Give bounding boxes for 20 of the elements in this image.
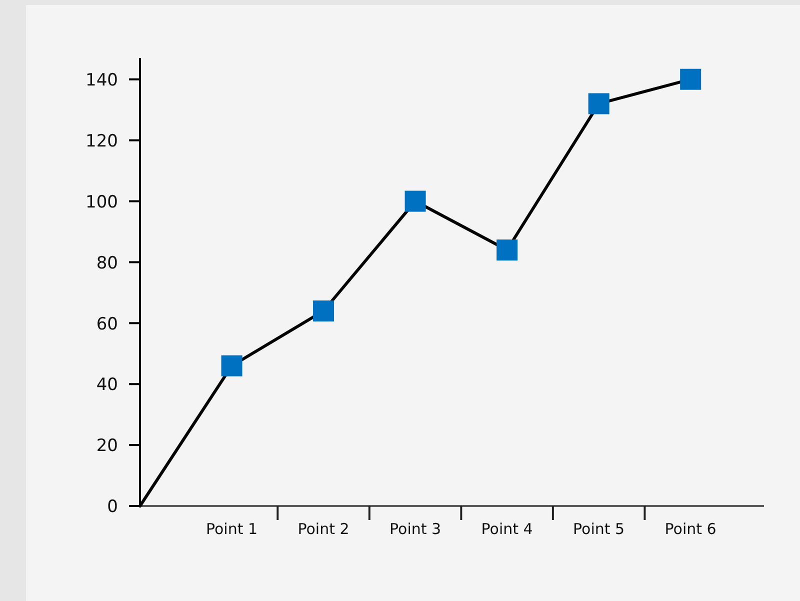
point	[404, 190, 426, 212]
point	[221, 355, 242, 376]
x-tick-label: Point 6	[664, 520, 716, 538]
y-tick-label: 40	[96, 375, 118, 396]
y-tick-label: 0	[107, 497, 118, 518]
y-tick-label: 120	[86, 131, 118, 152]
y-tick-label: 140	[86, 70, 118, 90]
point	[588, 93, 610, 114]
point	[496, 240, 518, 260]
point	[313, 300, 334, 322]
x-tick-label: Point 1	[206, 520, 258, 538]
x-tick-label: Point 2	[298, 520, 350, 538]
y-tick-label: 20	[96, 436, 118, 456]
y-tick-label: 80	[96, 253, 118, 274]
x-tick-label: Point 5	[573, 520, 625, 538]
point	[680, 68, 702, 90]
y-tick-label: 60	[96, 314, 118, 334]
x-tick-label: Point 3	[390, 520, 442, 538]
y-tick-label: 100	[86, 192, 118, 212]
x-tick-label: Point 4	[481, 520, 533, 538]
